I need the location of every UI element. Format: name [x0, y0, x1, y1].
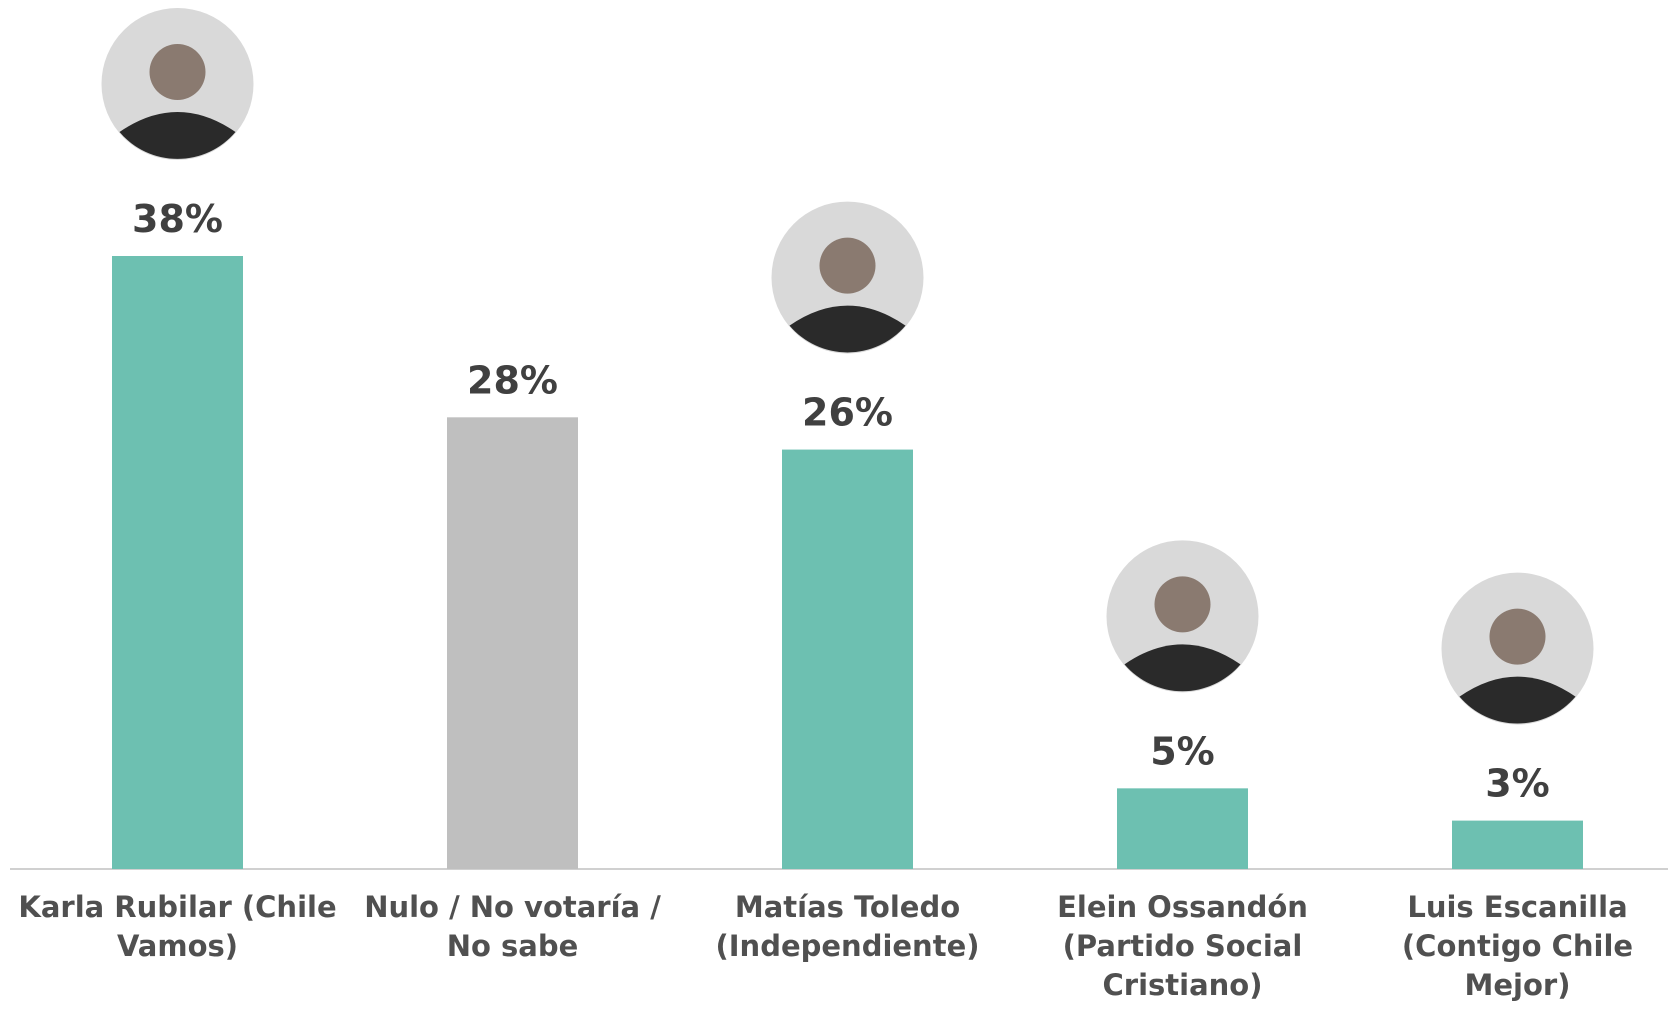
category-label: Nulo / No votaría / No sabe: [364, 890, 661, 963]
photo-body: [789, 305, 906, 353]
value-label: 38%: [132, 197, 223, 241]
bar: [782, 449, 913, 869]
bar: [112, 256, 243, 869]
photo-head: [149, 44, 206, 100]
photo-body: [1124, 644, 1241, 692]
value-label: 26%: [802, 391, 893, 435]
category-label: Karla Rubilar (Chile Vamos): [18, 890, 337, 963]
category-label: Elein Ossandón (Partido Social Cristiano…: [1057, 890, 1308, 1002]
category-label: Matías Toledo (Independiente): [715, 890, 980, 963]
photo-body: [1459, 676, 1576, 724]
photo-head: [1489, 608, 1546, 665]
bar: [447, 417, 578, 869]
value-label: 5%: [1150, 729, 1215, 773]
photo-head: [1154, 576, 1211, 633]
bar: [1117, 788, 1248, 869]
value-label: 3%: [1485, 762, 1550, 806]
category-label: Luis Escanilla (Contigo Chile Mejor): [1401, 890, 1634, 1002]
value-label: 28%: [467, 358, 558, 402]
photo-body: [119, 112, 236, 159]
bar: [1452, 820, 1583, 869]
photo-head: [819, 237, 876, 294]
